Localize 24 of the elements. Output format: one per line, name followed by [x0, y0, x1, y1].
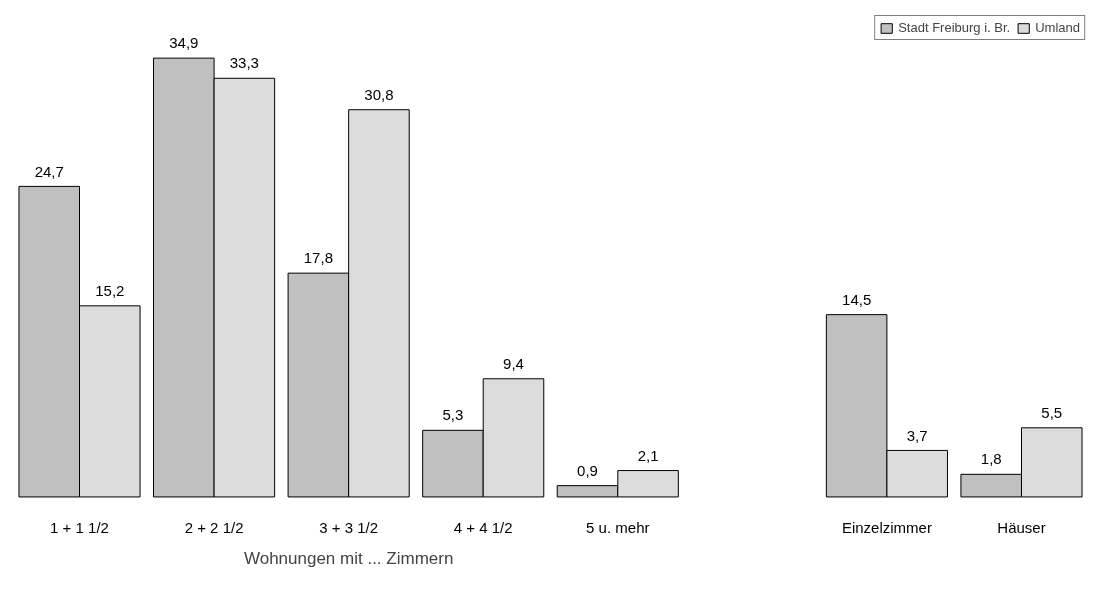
x-tick-label: 1 + 1 1/2: [50, 519, 109, 537]
x-tick-label: 2 + 2 1/2: [184, 519, 244, 537]
data-label: 1,8: [980, 450, 1002, 468]
data-label: 33,3: [229, 54, 259, 72]
data-label: 24,7: [34, 162, 64, 180]
data-label: 14,5: [842, 290, 872, 308]
data-label: 5,5: [1041, 403, 1063, 421]
data-label: 0,9: [577, 461, 598, 479]
data-label: 34,9: [169, 34, 199, 52]
data-label: 30,8: [364, 85, 394, 103]
data-label: 15,2: [95, 282, 125, 300]
x-tick-label: 3 + 3 1/2: [319, 519, 379, 537]
legend-label: Umland: [1035, 20, 1080, 35]
legend-label: Stadt Freiburg i. Br.: [898, 20, 1011, 35]
x-tick-label: Häuser: [997, 519, 1046, 537]
data-label: 9,4: [503, 354, 524, 372]
data-label: 17,8: [303, 249, 333, 267]
x-axis-title: Wohnungen mit ... Zimmern: [243, 548, 454, 568]
data-label: 5,3: [442, 406, 464, 424]
data-label: 3,7: [906, 426, 928, 444]
data-label: 2,1: [637, 446, 659, 464]
x-tick-label: 5 u. mehr: [586, 519, 650, 537]
x-tick-label: 4 + 4 1/2: [453, 519, 513, 537]
x-tick-label: Einzelzimmer: [841, 519, 932, 537]
